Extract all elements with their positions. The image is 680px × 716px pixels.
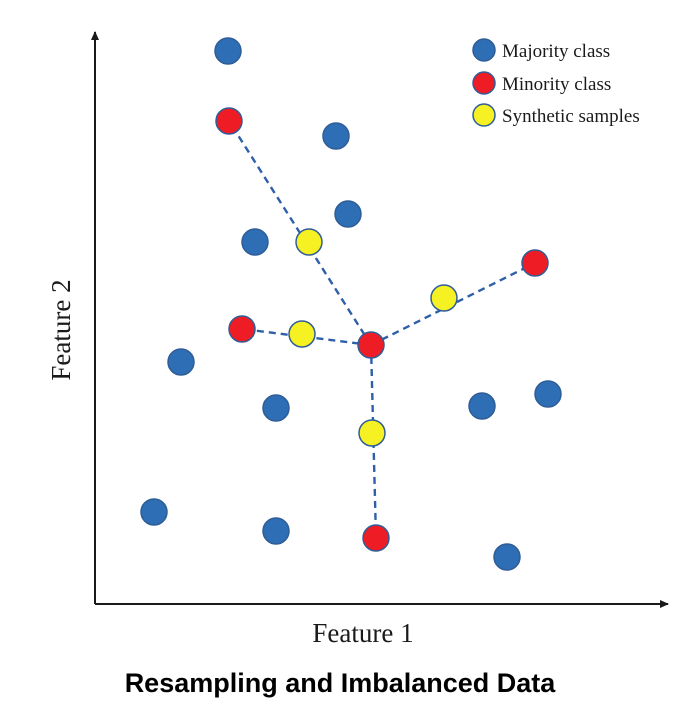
legend-marker-majority (472, 38, 496, 62)
synthetic-point-2 (288, 320, 316, 348)
legend-label-minority: Minority class (502, 74, 611, 95)
synthetic-point-4 (358, 419, 386, 447)
majority-point-2 (322, 122, 350, 150)
x-axis-title: Feature 1 (312, 618, 413, 648)
majority-point-1 (214, 37, 242, 65)
majority-point-10 (262, 517, 290, 545)
minority-point-2 (228, 315, 256, 343)
legend: Majority class Minority class Synthetic … (472, 38, 640, 127)
minority-point-4 (362, 524, 390, 552)
synthetic-point-3 (430, 284, 458, 312)
neighbor-link-3 (370, 261, 536, 347)
legend-label-majority: Majority class (502, 41, 610, 62)
legend-marker-synthetic (472, 103, 496, 127)
caption: Resampling and Imbalanced Data (124, 668, 556, 698)
minority-point-center (357, 331, 385, 359)
majority-point-8 (534, 380, 562, 408)
legend-label-synthetic: Synthetic samples (502, 106, 640, 127)
y-axis-title: Feature 2 (46, 279, 76, 380)
synthetic-point-1 (295, 228, 323, 256)
majority-point-11 (493, 543, 521, 571)
sample-points (140, 37, 562, 571)
majority-point-6 (262, 394, 290, 422)
majority-point-7 (468, 392, 496, 420)
majority-point-4 (241, 228, 269, 256)
majority-point-9 (140, 498, 168, 526)
minority-point-3 (521, 249, 549, 277)
majority-point-5 (167, 348, 195, 376)
majority-point-3 (334, 200, 362, 228)
neighbor-links (227, 120, 536, 539)
minority-point-1 (215, 107, 243, 135)
legend-marker-minority (472, 71, 496, 95)
